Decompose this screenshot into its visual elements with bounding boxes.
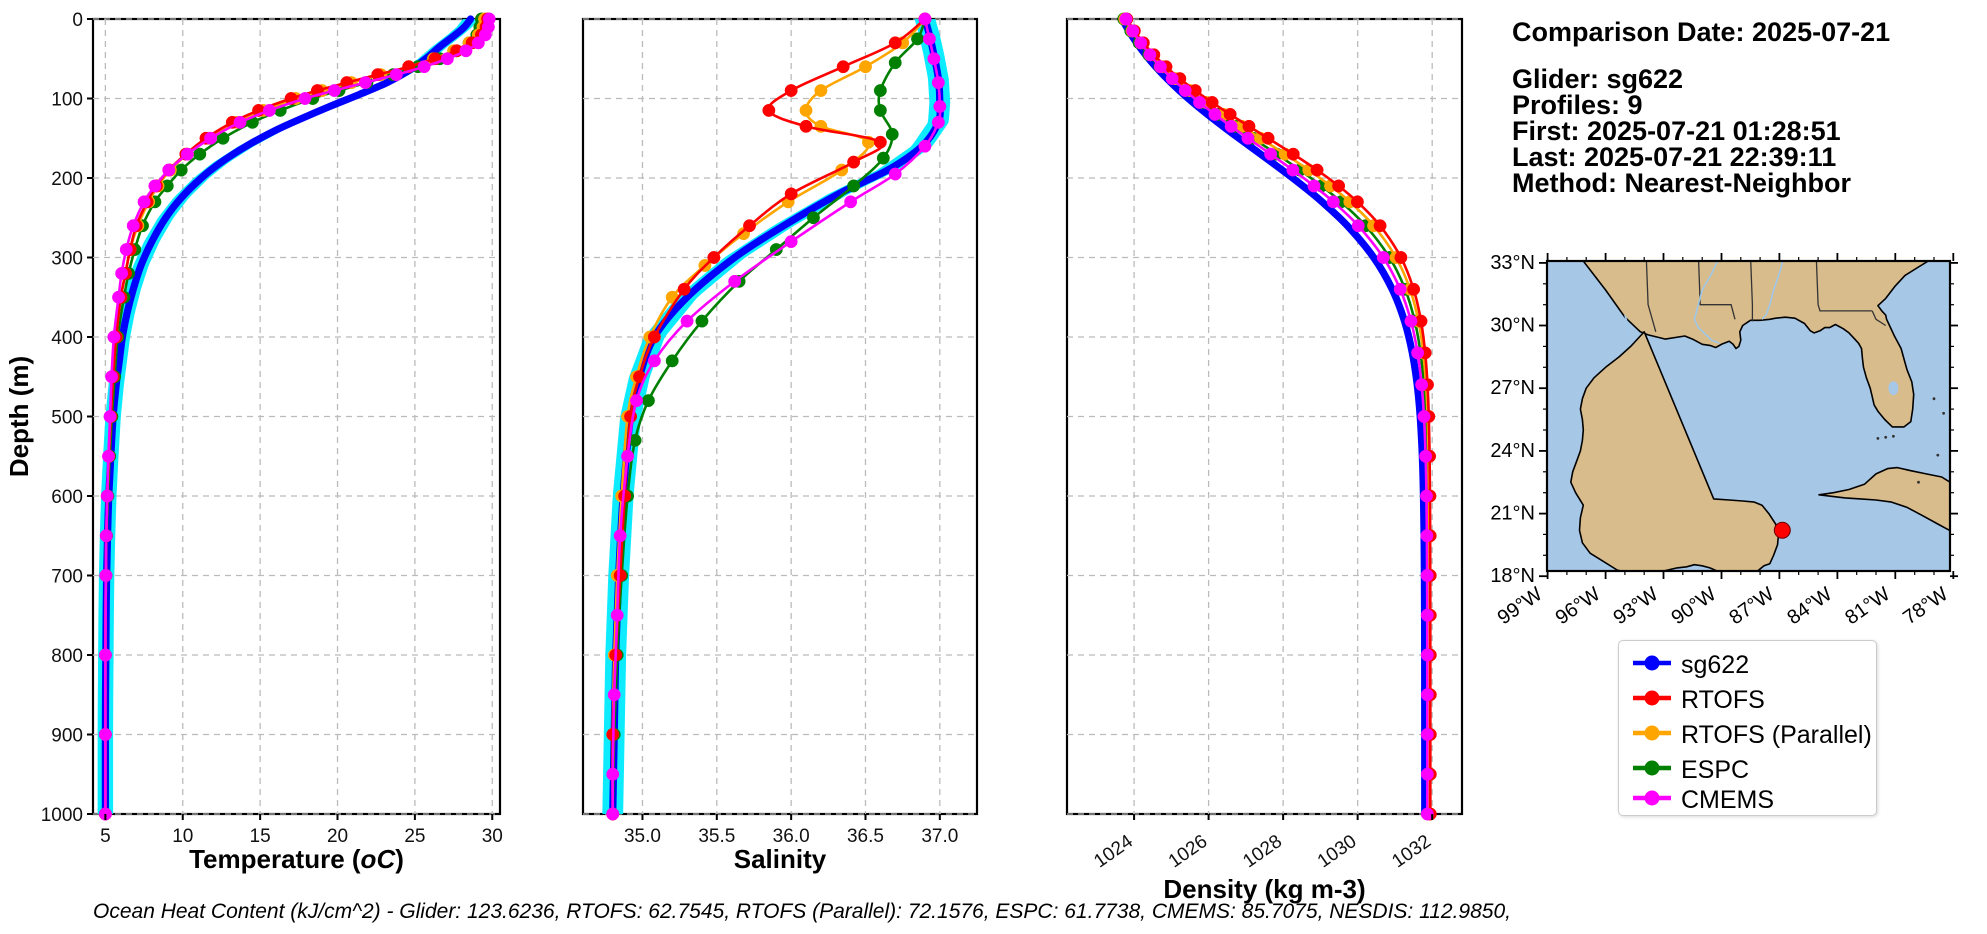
svg-text:25: 25 [404,826,425,847]
svg-text:200: 200 [51,169,83,190]
svg-text:30: 30 [482,826,503,847]
svg-text:0: 0 [72,10,83,31]
svg-text:900: 900 [51,726,83,747]
svg-text:21°N: 21°N [1490,503,1535,525]
svg-text:600: 600 [51,487,83,508]
svg-text:30°N: 30°N [1490,315,1535,337]
svg-text:Depth (m): Depth (m) [4,356,34,477]
svg-text:36.5: 36.5 [847,826,884,847]
svg-text:27°N: 27°N [1490,377,1535,399]
svg-text:33°N: 33°N [1490,252,1535,274]
svg-text:18°N: 18°N [1490,565,1535,587]
svg-text:Ocean Heat Content (kJ/cm^2) -: Ocean Heat Content (kJ/cm^2) - Glider: 1… [93,900,1511,923]
svg-text:500: 500 [51,408,83,429]
svg-text:700: 700 [51,567,83,588]
svg-text:300: 300 [51,249,83,270]
svg-text:100: 100 [51,90,83,111]
svg-text:24°N: 24°N [1490,440,1535,462]
svg-text:1000: 1000 [41,805,83,826]
svg-text:Temperature (oC): Temperature (oC) [189,844,404,874]
svg-text:35.0: 35.0 [624,826,661,847]
svg-text:35.5: 35.5 [698,826,735,847]
svg-text:Salinity: Salinity [734,844,827,874]
svg-text:800: 800 [51,646,83,667]
svg-text:37.0: 37.0 [921,826,958,847]
svg-text:400: 400 [51,328,83,349]
svg-text:5: 5 [100,826,111,847]
